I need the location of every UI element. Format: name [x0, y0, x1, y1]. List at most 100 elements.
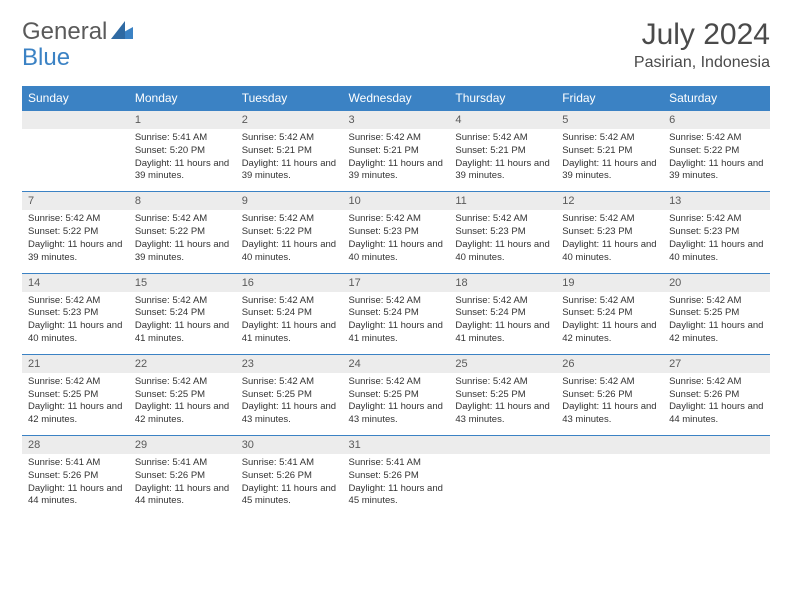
sunrise-text: Sunrise: 5:41 AM	[28, 457, 123, 470]
sunrise-text: Sunrise: 5:42 AM	[562, 376, 657, 389]
daylight-text: Daylight: 11 hours and 39 minutes.	[135, 158, 230, 184]
day-data: Sunrise: 5:42 AMSunset: 5:25 PMDaylight:…	[663, 292, 770, 354]
calendar-cell: 24Sunrise: 5:42 AMSunset: 5:25 PMDayligh…	[343, 354, 450, 435]
sunset-text: Sunset: 5:24 PM	[349, 307, 444, 320]
day-number	[22, 111, 129, 129]
daylight-text: Daylight: 11 hours and 39 minutes.	[135, 239, 230, 265]
day-number: 25	[449, 355, 556, 373]
day-data: Sunrise: 5:42 AMSunset: 5:23 PMDaylight:…	[22, 292, 129, 354]
calendar-cell: 22Sunrise: 5:42 AMSunset: 5:25 PMDayligh…	[129, 354, 236, 435]
col-wednesday: Wednesday	[343, 86, 450, 111]
day-data	[449, 454, 556, 478]
calendar-cell: 20Sunrise: 5:42 AMSunset: 5:25 PMDayligh…	[663, 273, 770, 354]
calendar-cell: 16Sunrise: 5:42 AMSunset: 5:24 PMDayligh…	[236, 273, 343, 354]
sunrise-text: Sunrise: 5:42 AM	[349, 132, 444, 145]
daylight-text: Daylight: 11 hours and 44 minutes.	[135, 483, 230, 509]
sunrise-text: Sunrise: 5:42 AM	[455, 213, 550, 226]
sunrise-text: Sunrise: 5:41 AM	[135, 457, 230, 470]
calendar-body: 1Sunrise: 5:41 AMSunset: 5:20 PMDaylight…	[22, 111, 770, 517]
day-number	[556, 436, 663, 454]
daylight-text: Daylight: 11 hours and 43 minutes.	[349, 401, 444, 427]
logo: General	[22, 18, 135, 46]
col-friday: Friday	[556, 86, 663, 111]
calendar-cell: 21Sunrise: 5:42 AMSunset: 5:25 PMDayligh…	[22, 354, 129, 435]
sunrise-text: Sunrise: 5:42 AM	[455, 295, 550, 308]
day-data: Sunrise: 5:42 AMSunset: 5:24 PMDaylight:…	[129, 292, 236, 354]
sunset-text: Sunset: 5:23 PM	[28, 307, 123, 320]
sunrise-text: Sunrise: 5:42 AM	[135, 376, 230, 389]
sunset-text: Sunset: 5:25 PM	[455, 389, 550, 402]
day-data	[556, 454, 663, 478]
day-number: 9	[236, 192, 343, 210]
calendar-cell	[663, 436, 770, 517]
day-data: Sunrise: 5:42 AMSunset: 5:22 PMDaylight:…	[129, 210, 236, 272]
calendar-cell: 30Sunrise: 5:41 AMSunset: 5:26 PMDayligh…	[236, 436, 343, 517]
day-data: Sunrise: 5:42 AMSunset: 5:22 PMDaylight:…	[663, 129, 770, 191]
daylight-text: Daylight: 11 hours and 41 minutes.	[349, 320, 444, 346]
day-number: 16	[236, 274, 343, 292]
daylight-text: Daylight: 11 hours and 45 minutes.	[242, 483, 337, 509]
day-data: Sunrise: 5:41 AMSunset: 5:26 PMDaylight:…	[129, 454, 236, 516]
sunset-text: Sunset: 5:25 PM	[28, 389, 123, 402]
month-title: July 2024	[634, 18, 770, 52]
daylight-text: Daylight: 11 hours and 39 minutes.	[28, 239, 123, 265]
daylight-text: Daylight: 11 hours and 42 minutes.	[669, 320, 764, 346]
day-data: Sunrise: 5:42 AMSunset: 5:25 PMDaylight:…	[343, 373, 450, 435]
day-data: Sunrise: 5:42 AMSunset: 5:21 PMDaylight:…	[236, 129, 343, 191]
sunset-text: Sunset: 5:23 PM	[669, 226, 764, 239]
day-data: Sunrise: 5:42 AMSunset: 5:26 PMDaylight:…	[663, 373, 770, 435]
day-data: Sunrise: 5:41 AMSunset: 5:26 PMDaylight:…	[343, 454, 450, 516]
day-data: Sunrise: 5:42 AMSunset: 5:25 PMDaylight:…	[22, 373, 129, 435]
sunset-text: Sunset: 5:25 PM	[242, 389, 337, 402]
calendar-cell: 26Sunrise: 5:42 AMSunset: 5:26 PMDayligh…	[556, 354, 663, 435]
calendar-cell: 8Sunrise: 5:42 AMSunset: 5:22 PMDaylight…	[129, 192, 236, 273]
calendar-week: 7Sunrise: 5:42 AMSunset: 5:22 PMDaylight…	[22, 192, 770, 273]
day-number: 10	[343, 192, 450, 210]
sunrise-text: Sunrise: 5:42 AM	[562, 213, 657, 226]
daylight-text: Daylight: 11 hours and 40 minutes.	[28, 320, 123, 346]
daylight-text: Daylight: 11 hours and 43 minutes.	[562, 401, 657, 427]
sunset-text: Sunset: 5:25 PM	[669, 307, 764, 320]
day-data: Sunrise: 5:42 AMSunset: 5:23 PMDaylight:…	[663, 210, 770, 272]
day-data: Sunrise: 5:42 AMSunset: 5:23 PMDaylight:…	[449, 210, 556, 272]
sunrise-text: Sunrise: 5:42 AM	[562, 295, 657, 308]
daylight-text: Daylight: 11 hours and 42 minutes.	[135, 401, 230, 427]
calendar-cell: 9Sunrise: 5:42 AMSunset: 5:22 PMDaylight…	[236, 192, 343, 273]
day-number: 31	[343, 436, 450, 454]
sunset-text: Sunset: 5:21 PM	[242, 145, 337, 158]
day-data: Sunrise: 5:42 AMSunset: 5:23 PMDaylight:…	[556, 210, 663, 272]
day-data: Sunrise: 5:42 AMSunset: 5:25 PMDaylight:…	[129, 373, 236, 435]
sunset-text: Sunset: 5:26 PM	[669, 389, 764, 402]
sunrise-text: Sunrise: 5:42 AM	[562, 132, 657, 145]
calendar-cell: 23Sunrise: 5:42 AMSunset: 5:25 PMDayligh…	[236, 354, 343, 435]
day-number	[663, 436, 770, 454]
sunset-text: Sunset: 5:21 PM	[349, 145, 444, 158]
daylight-text: Daylight: 11 hours and 40 minutes.	[562, 239, 657, 265]
day-data: Sunrise: 5:42 AMSunset: 5:25 PMDaylight:…	[236, 373, 343, 435]
calendar-cell: 28Sunrise: 5:41 AMSunset: 5:26 PMDayligh…	[22, 436, 129, 517]
sunrise-text: Sunrise: 5:41 AM	[242, 457, 337, 470]
logo-mark-icon	[111, 21, 133, 44]
calendar-cell: 27Sunrise: 5:42 AMSunset: 5:26 PMDayligh…	[663, 354, 770, 435]
calendar-cell: 3Sunrise: 5:42 AMSunset: 5:21 PMDaylight…	[343, 111, 450, 192]
day-number: 17	[343, 274, 450, 292]
sunset-text: Sunset: 5:22 PM	[135, 226, 230, 239]
day-number: 12	[556, 192, 663, 210]
day-data: Sunrise: 5:42 AMSunset: 5:24 PMDaylight:…	[449, 292, 556, 354]
day-number: 23	[236, 355, 343, 373]
logo-text-general: General	[22, 18, 107, 46]
title-block: July 2024 Pasirian, Indonesia	[634, 18, 770, 72]
day-data: Sunrise: 5:42 AMSunset: 5:21 PMDaylight:…	[343, 129, 450, 191]
sunrise-text: Sunrise: 5:41 AM	[349, 457, 444, 470]
daylight-text: Daylight: 11 hours and 43 minutes.	[455, 401, 550, 427]
sunset-text: Sunset: 5:24 PM	[135, 307, 230, 320]
calendar-cell: 18Sunrise: 5:42 AMSunset: 5:24 PMDayligh…	[449, 273, 556, 354]
sunrise-text: Sunrise: 5:42 AM	[135, 295, 230, 308]
sunset-text: Sunset: 5:25 PM	[349, 389, 444, 402]
day-number: 7	[22, 192, 129, 210]
calendar-cell: 14Sunrise: 5:42 AMSunset: 5:23 PMDayligh…	[22, 273, 129, 354]
col-tuesday: Tuesday	[236, 86, 343, 111]
daylight-text: Daylight: 11 hours and 40 minutes.	[669, 239, 764, 265]
sunset-text: Sunset: 5:26 PM	[28, 470, 123, 483]
col-sunday: Sunday	[22, 86, 129, 111]
